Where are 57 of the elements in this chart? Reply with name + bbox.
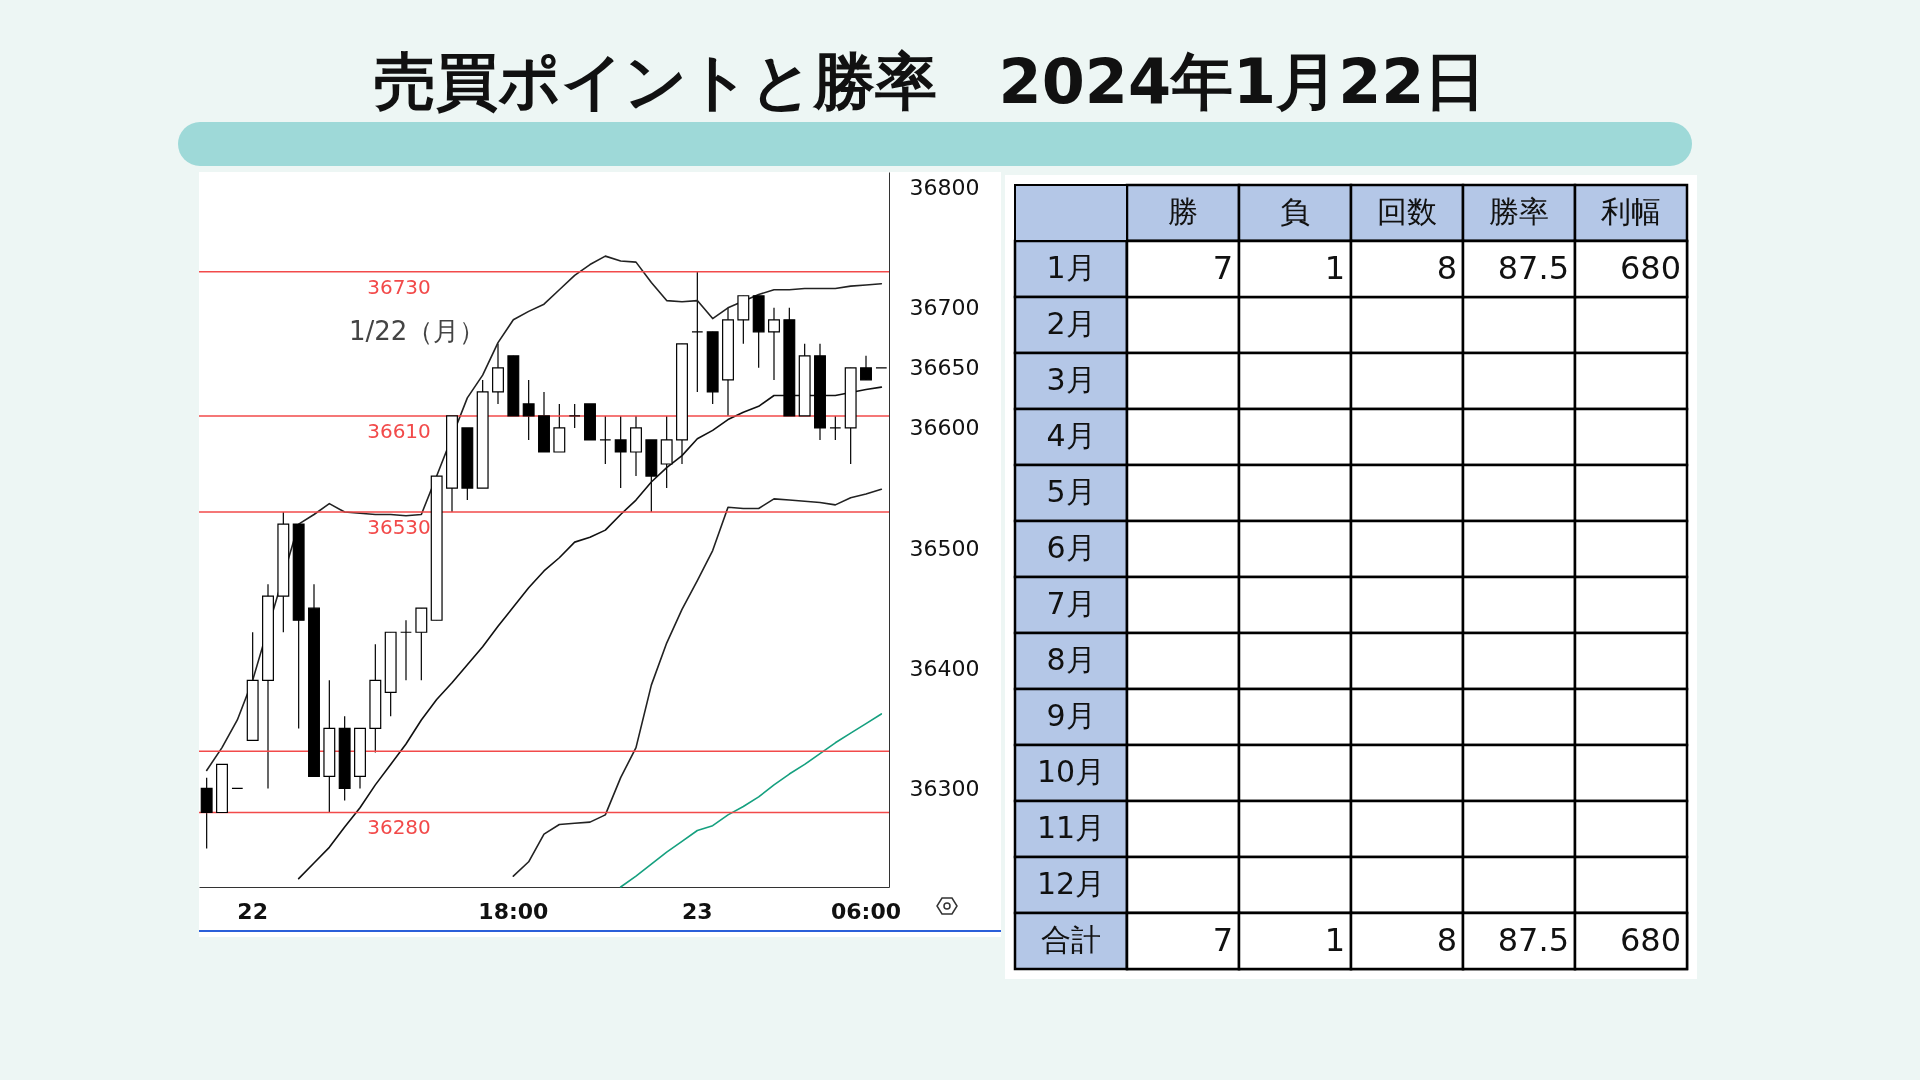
x-tick-label: 勝率 bbox=[1489, 194, 1549, 229]
candlestick bbox=[614, 415, 627, 489]
ref-line-label: 36280 bbox=[367, 815, 431, 840]
data-label: 8 bbox=[1436, 921, 1457, 959]
y-tick-label: 8月 bbox=[1046, 642, 1096, 677]
data-label: 87.5 bbox=[1497, 921, 1569, 959]
y-tick-label: 1月 bbox=[1046, 250, 1096, 285]
candlestick bbox=[768, 307, 780, 381]
line-series bbox=[619, 713, 883, 888]
y-tick-label: 12月 bbox=[1036, 866, 1106, 901]
y-tick-label: 10月 bbox=[1036, 754, 1106, 789]
ref-line-label: 36610 bbox=[367, 418, 431, 443]
y-tick-label: 2月 bbox=[1046, 306, 1096, 341]
y-tick-label: 合計 bbox=[1041, 922, 1101, 957]
data-label: 8 bbox=[1436, 249, 1457, 287]
y-tick-label: 36650 bbox=[909, 355, 980, 381]
y-tick-label: 7月 bbox=[1046, 586, 1096, 621]
y-tick-label: 36300 bbox=[909, 775, 980, 801]
y-tick-label: 36800 bbox=[909, 175, 980, 201]
data-label: 7 bbox=[1212, 249, 1233, 287]
y-tick-label: 9月 bbox=[1046, 698, 1096, 733]
x-tick-label: 負 bbox=[1280, 194, 1310, 229]
data-label: 1 bbox=[1324, 249, 1345, 287]
chart-title: 売買ポイントと勝率 2024年1月22日 bbox=[372, 44, 1488, 120]
data-label: 680 bbox=[1619, 249, 1681, 287]
data-label: 87.5 bbox=[1497, 249, 1569, 287]
x-tick-label: 18:00 bbox=[478, 898, 549, 924]
y-tick-label: 36600 bbox=[909, 415, 980, 441]
ref-line-label: 36530 bbox=[367, 515, 431, 540]
ref-line-label: 36730 bbox=[367, 274, 431, 299]
y-tick-label: 36700 bbox=[909, 295, 980, 321]
y-tick-label: 36500 bbox=[909, 535, 980, 561]
data-label: 7 bbox=[1212, 921, 1233, 959]
x-tick-label: 23 bbox=[682, 898, 713, 924]
candlestick bbox=[829, 415, 842, 441]
candlestick bbox=[522, 379, 535, 441]
candlestick bbox=[568, 403, 581, 429]
annotation: 1/22（月） bbox=[349, 316, 486, 346]
x-tick-label: 06:00 bbox=[830, 898, 902, 924]
candlestick bbox=[691, 271, 704, 393]
y-tick-label: 36400 bbox=[909, 655, 980, 681]
y-tick-label: 5月 bbox=[1046, 474, 1096, 509]
data-label: 680 bbox=[1619, 921, 1681, 959]
x-tick-label: 22 bbox=[237, 898, 268, 924]
x-tick-label: 回数 bbox=[1377, 194, 1437, 229]
y-tick-label: 4月 bbox=[1046, 418, 1096, 453]
candlestick bbox=[400, 619, 412, 681]
candlestick bbox=[599, 415, 612, 465]
data-label: 1 bbox=[1324, 921, 1345, 959]
y-tick-label: 11月 bbox=[1036, 810, 1106, 845]
y-tick-label: 6月 bbox=[1046, 530, 1096, 565]
line-series bbox=[297, 386, 883, 880]
x-tick-label: 勝 bbox=[1168, 194, 1198, 229]
line-series bbox=[512, 488, 883, 877]
candlestick bbox=[860, 355, 872, 381]
y-tick-label: 3月 bbox=[1046, 362, 1096, 397]
x-tick-label: 利幅 bbox=[1601, 194, 1661, 229]
